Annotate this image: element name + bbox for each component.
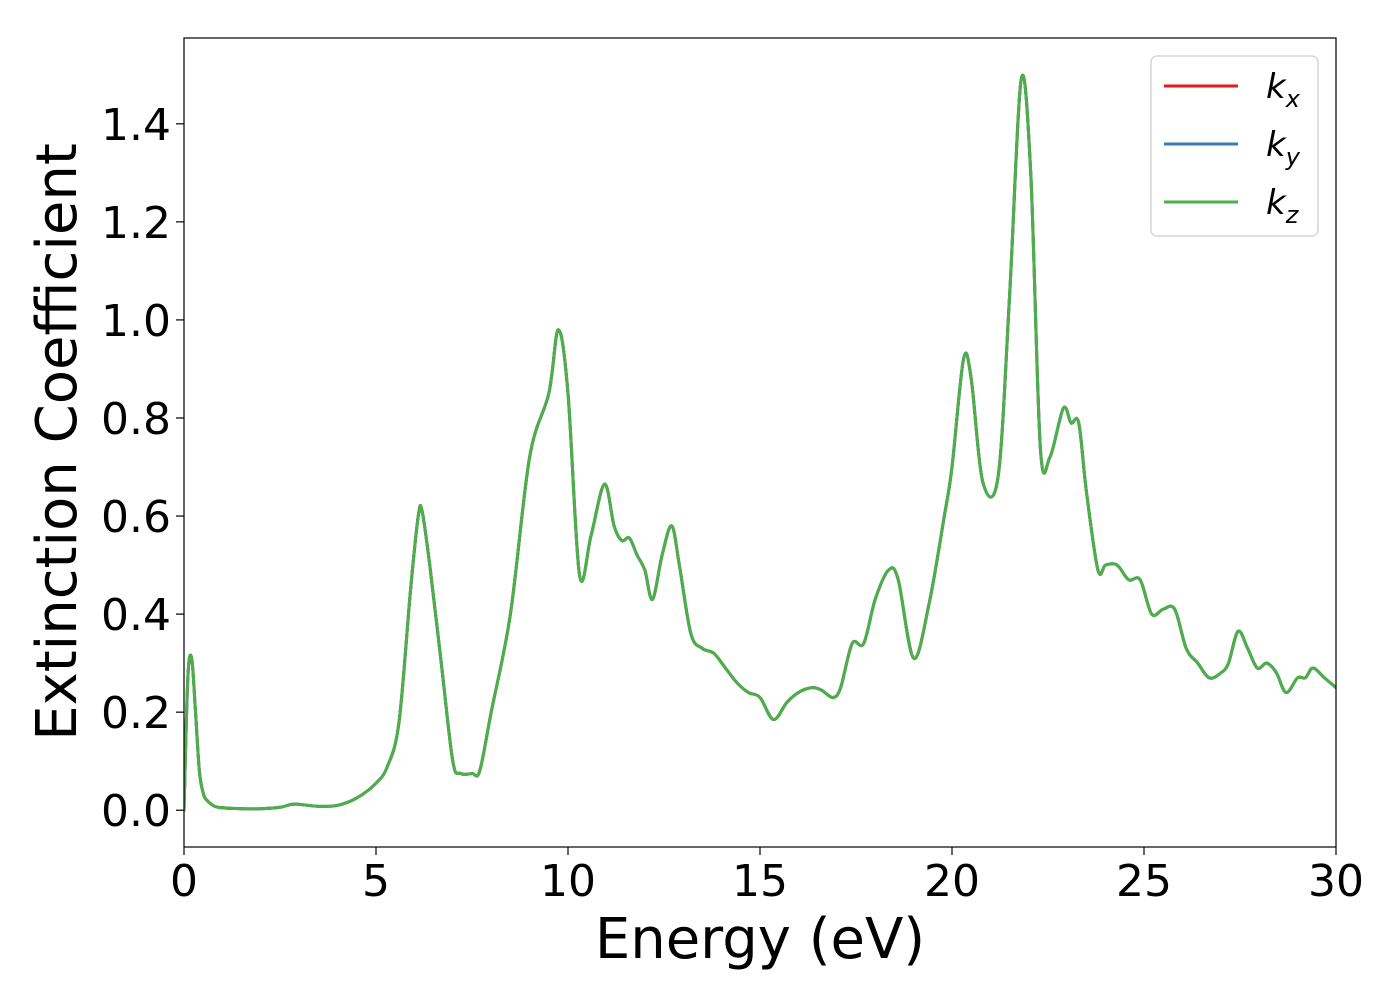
y-tick-label: 1.0 [101,296,171,347]
y-tick-label: 0.6 [101,492,171,543]
legend-box [1150,55,1319,237]
legend-label-ky: ky [1266,125,1301,171]
x-tick-label: 5 [362,856,390,907]
y-tick-label: 0.8 [101,394,171,445]
series-line-kz [184,73,1336,812]
x-tick-label: 15 [732,856,788,907]
legend-label-kx: kx [1266,67,1301,113]
x-tick-label: 0 [170,856,198,907]
y-axis-label: Extinction Coefficient [25,143,90,741]
y-axis-ticks: 0.0 0.2 0.4 0.6 0.8 1.0 1.2 1.4 [101,100,184,837]
x-axis-ticks: 0 5 10 15 20 25 30 [170,847,1364,907]
plot-layer [184,73,1336,812]
y-tick-label: 1.2 [101,198,171,249]
y-tick-label: 0.2 [101,688,171,739]
legend-label-kz: kz [1266,183,1300,229]
y-tick-label: 0.4 [101,590,171,641]
x-tick-label: 30 [1308,856,1364,907]
y-tick-label: 0.0 [101,786,171,837]
x-tick-label: 10 [540,856,596,907]
x-tick-label: 25 [1116,856,1172,907]
x-tick-label: 20 [924,856,980,907]
legend: kx ky kz [1150,55,1319,237]
y-tick-label: 1.4 [101,100,171,151]
x-axis-label: Energy (eV) [595,907,925,972]
